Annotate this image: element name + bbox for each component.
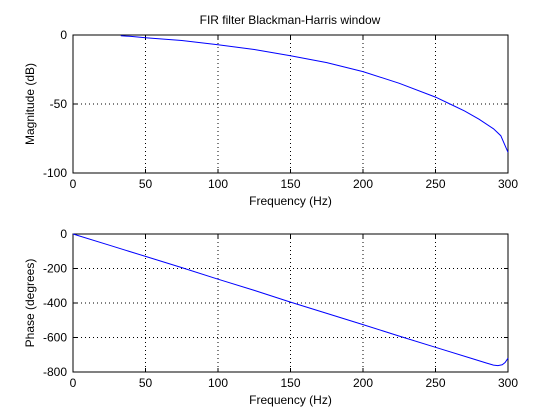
y-axis-label: Magnitude (dB) — [23, 63, 37, 145]
series-line — [120, 35, 509, 153]
phase-plot: 0 50 100 150 200 250 300 -800 -600 -400 -200 0 Frequ… — [23, 227, 518, 407]
x-tick-label: 200 — [353, 177, 373, 191]
y-tick-label: 0 — [60, 227, 67, 241]
x-tick-label: 200 — [353, 376, 373, 390]
x-tick-label: 300 — [498, 177, 518, 191]
x-axis-label: Frequency (Hz) — [249, 393, 332, 407]
magnitude-plot: 0 50 100 150 200 250 300 -100 -50 0 Frequency (Hz)… — [23, 28, 518, 208]
x-tick-label: 100 — [208, 177, 228, 191]
y-tick-label: -800 — [43, 365, 67, 379]
x-axis-label: Frequency (Hz) — [249, 194, 332, 208]
x-tick-label: 150 — [280, 376, 300, 390]
chart-title: FIR filter Blackman-Harris window — [200, 13, 381, 27]
y-tick-label: -400 — [43, 296, 67, 310]
y-tick-label: -200 — [43, 262, 67, 276]
x-tick-label: 250 — [425, 177, 445, 191]
x-tick-label: 250 — [425, 376, 445, 390]
x-tick-label: 300 — [498, 376, 518, 390]
x-tick-label: 0 — [70, 177, 77, 191]
y-tick-label: -100 — [43, 166, 67, 180]
x-tick-label: 0 — [70, 376, 77, 390]
y-tick-label: -50 — [50, 97, 68, 111]
series-line — [72, 233, 509, 367]
y-tick-label: 0 — [60, 28, 67, 42]
y-tick-label: -600 — [43, 331, 67, 345]
x-tick-label: 150 — [280, 177, 300, 191]
x-tick-label: 100 — [208, 376, 228, 390]
x-tick-label: 50 — [139, 177, 153, 191]
x-tick-label: 50 — [139, 376, 153, 390]
y-axis-label: Phase (degrees) — [23, 259, 37, 348]
